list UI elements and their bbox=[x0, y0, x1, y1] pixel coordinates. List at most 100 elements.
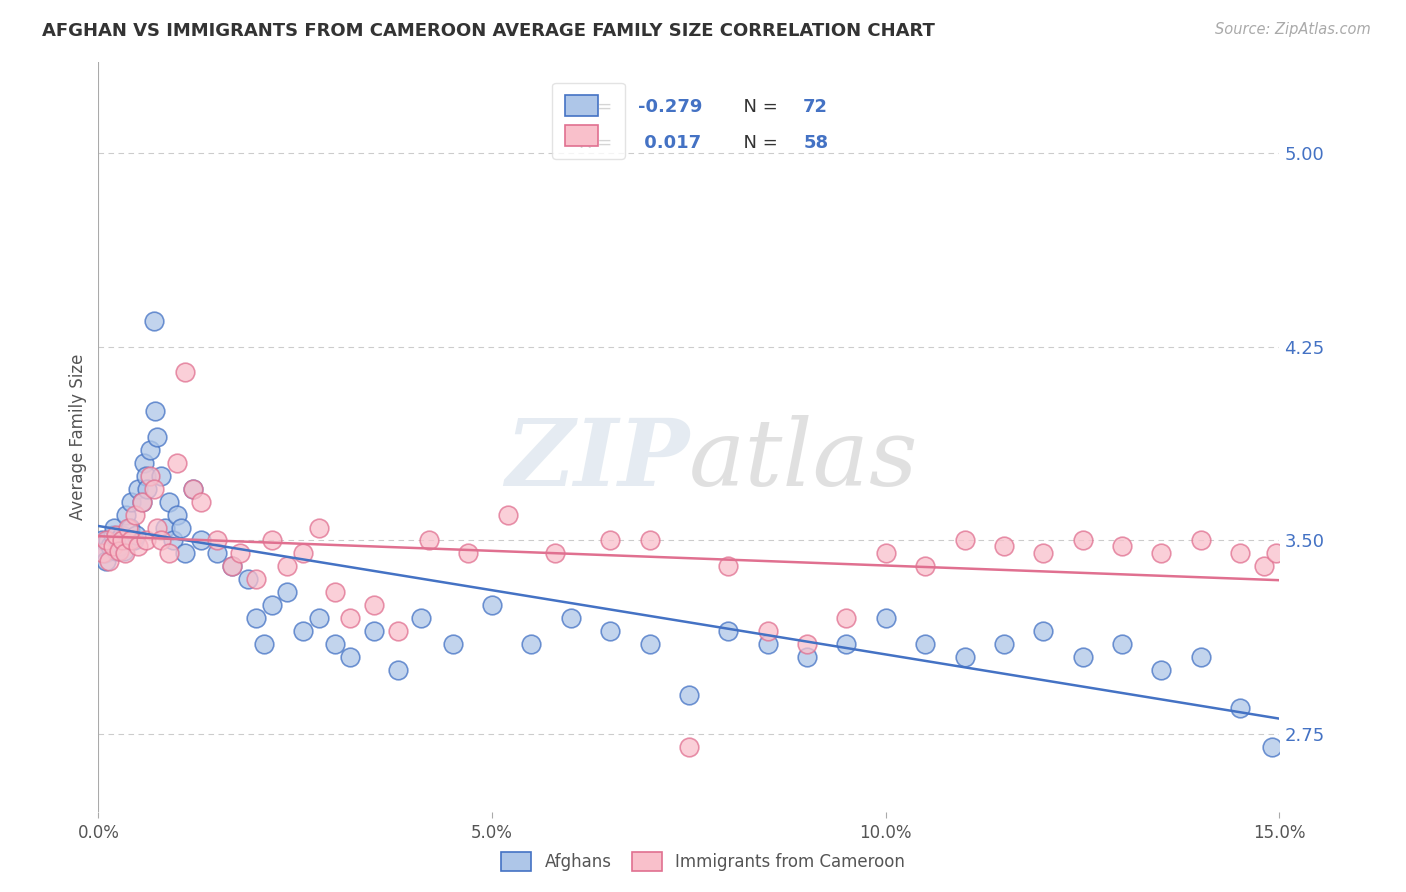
Point bbox=[796, 649, 818, 664]
Point bbox=[143, 404, 166, 418]
Point bbox=[155, 520, 177, 534]
Point bbox=[221, 559, 243, 574]
Point bbox=[599, 624, 621, 638]
Text: N =: N = bbox=[733, 98, 783, 116]
Point bbox=[308, 520, 330, 534]
Point bbox=[481, 598, 503, 612]
Point bbox=[953, 533, 976, 548]
Point bbox=[1229, 701, 1251, 715]
Point bbox=[835, 611, 858, 625]
Point bbox=[1189, 533, 1212, 548]
Point bbox=[678, 689, 700, 703]
Text: AFGHAN VS IMMIGRANTS FROM CAMEROON AVERAGE FAMILY SIZE CORRELATION CHART: AFGHAN VS IMMIGRANTS FROM CAMEROON AVERA… bbox=[42, 22, 935, 40]
Point bbox=[260, 598, 283, 612]
Point bbox=[253, 637, 276, 651]
Point bbox=[544, 546, 567, 560]
Point bbox=[496, 508, 519, 522]
Point bbox=[205, 546, 228, 560]
Text: R =: R = bbox=[579, 98, 617, 116]
Point bbox=[638, 637, 661, 651]
Point bbox=[292, 546, 315, 560]
Point bbox=[457, 546, 479, 560]
Legend: , : , bbox=[553, 83, 624, 159]
Point bbox=[117, 520, 139, 534]
Point bbox=[260, 533, 283, 548]
Point bbox=[339, 611, 361, 625]
Point bbox=[1032, 624, 1054, 638]
Point bbox=[1150, 546, 1173, 560]
Point bbox=[97, 533, 120, 548]
Point bbox=[1111, 637, 1133, 651]
Point bbox=[292, 624, 315, 638]
Point bbox=[146, 430, 169, 444]
Point bbox=[112, 543, 135, 558]
Point bbox=[118, 520, 141, 534]
Point bbox=[323, 585, 346, 599]
Point bbox=[162, 533, 184, 548]
Text: -0.279: -0.279 bbox=[638, 98, 702, 116]
Point bbox=[114, 546, 136, 560]
Point bbox=[387, 663, 409, 677]
Point bbox=[138, 442, 160, 457]
Point bbox=[142, 482, 165, 496]
Point bbox=[1071, 533, 1094, 548]
Point bbox=[1264, 546, 1286, 560]
Point bbox=[104, 543, 127, 558]
Point bbox=[150, 468, 173, 483]
Point bbox=[1189, 649, 1212, 664]
Point bbox=[108, 543, 131, 558]
Point bbox=[111, 528, 134, 542]
Point bbox=[245, 611, 267, 625]
Point bbox=[101, 528, 124, 542]
Point bbox=[125, 528, 148, 542]
Point bbox=[638, 533, 661, 548]
Point bbox=[756, 637, 779, 651]
Text: N =: N = bbox=[733, 134, 783, 153]
Y-axis label: Average Family Size: Average Family Size bbox=[69, 354, 87, 520]
Point bbox=[717, 559, 740, 574]
Text: ZIP: ZIP bbox=[505, 415, 689, 505]
Point bbox=[101, 539, 124, 553]
Point bbox=[560, 611, 582, 625]
Text: Source: ZipAtlas.com: Source: ZipAtlas.com bbox=[1215, 22, 1371, 37]
Point bbox=[875, 611, 897, 625]
Point bbox=[150, 533, 173, 548]
Point bbox=[136, 482, 159, 496]
Point bbox=[122, 533, 145, 548]
Point bbox=[1071, 649, 1094, 664]
Point bbox=[245, 572, 267, 586]
Point bbox=[166, 508, 188, 522]
Point bbox=[181, 482, 204, 496]
Point bbox=[1229, 546, 1251, 560]
Point bbox=[146, 520, 169, 534]
Point bbox=[91, 546, 114, 560]
Point bbox=[411, 611, 433, 625]
Point bbox=[363, 624, 385, 638]
Point bbox=[166, 456, 188, 470]
Point bbox=[1032, 546, 1054, 560]
Point bbox=[121, 494, 143, 508]
Point bbox=[110, 539, 132, 553]
Point bbox=[181, 482, 204, 496]
Text: atlas: atlas bbox=[689, 415, 918, 505]
Point bbox=[190, 494, 212, 508]
Point bbox=[221, 559, 243, 574]
Point bbox=[229, 546, 252, 560]
Point bbox=[104, 528, 127, 542]
Point bbox=[115, 508, 138, 522]
Point bbox=[96, 554, 118, 568]
Point bbox=[138, 468, 160, 483]
Point bbox=[107, 533, 129, 548]
Point bbox=[993, 539, 1015, 553]
Point bbox=[157, 546, 180, 560]
Point bbox=[875, 546, 897, 560]
Point bbox=[93, 546, 115, 560]
Point bbox=[796, 637, 818, 651]
Point bbox=[170, 520, 193, 534]
Point bbox=[96, 533, 118, 548]
Legend: Afghans, Immigrants from Cameroon: Afghans, Immigrants from Cameroon bbox=[494, 843, 912, 880]
Point bbox=[142, 314, 165, 328]
Point bbox=[190, 533, 212, 548]
Point bbox=[363, 598, 385, 612]
Point bbox=[1111, 539, 1133, 553]
